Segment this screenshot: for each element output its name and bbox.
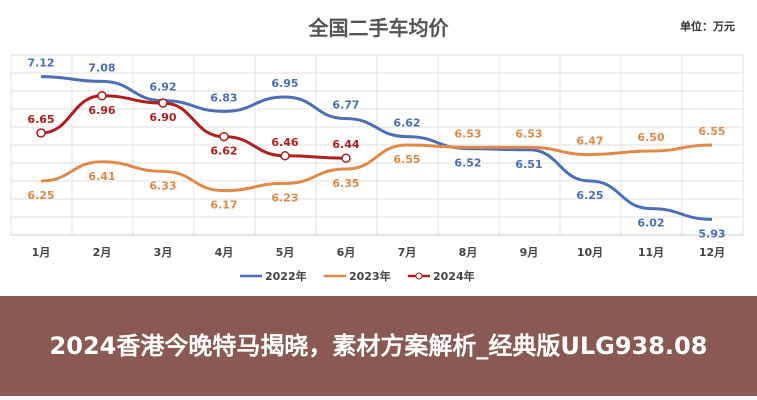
data-point-marker <box>341 153 351 163</box>
data-label: 6.33 <box>149 179 176 192</box>
data-label: 6.25 <box>27 189 54 202</box>
x-tick-label: 10月 <box>577 246 603 259</box>
data-label: 6.92 <box>149 81 176 94</box>
data-label: 6.23 <box>271 191 298 204</box>
x-tick-label: 4月 <box>215 246 234 259</box>
data-label: 6.25 <box>576 189 603 202</box>
x-tick-label: 3月 <box>154 246 173 259</box>
data-label: 6.47 <box>576 135 603 148</box>
data-label: 6.55 <box>698 125 725 138</box>
data-label: 6.62 <box>210 145 237 158</box>
x-tick-label: 8月 <box>459 246 478 259</box>
data-label: 6.17 <box>210 199 237 212</box>
data-label: 5.93 <box>698 227 725 240</box>
data-label: 6.02 <box>637 217 664 230</box>
data-label: 7.08 <box>88 61 115 74</box>
x-tick-label: 9月 <box>520 246 539 259</box>
series-line-2023年 <box>40 143 713 193</box>
unit-label: 单位：万元 <box>680 20 735 33</box>
data-label: 6.96 <box>88 104 115 117</box>
series-line-2022年 <box>40 75 713 221</box>
legend-label: 2022年 <box>265 269 307 283</box>
data-label: 6.53 <box>454 127 481 140</box>
data-label: 6.41 <box>88 170 115 183</box>
legend-marker <box>415 272 423 280</box>
data-label: 6.50 <box>637 131 664 144</box>
data-point-marker <box>97 91 107 101</box>
data-label: 6.77 <box>332 99 359 112</box>
data-point-marker <box>219 131 229 142</box>
data-label: 6.83 <box>210 91 237 104</box>
data-label: 6.90 <box>149 111 176 124</box>
data-label: 6.52 <box>454 157 481 170</box>
x-tick-label: 5月 <box>276 246 295 259</box>
overlay-banner: 2024香港今晚特马揭晓，素材方案解析_经典版ULG938.08 <box>0 296 757 396</box>
legend-label: 2023年 <box>349 269 391 283</box>
data-label: 6.95 <box>271 77 298 90</box>
banner-text: 2024香港今晚特马揭晓，素材方案解析_经典版ULG938.08 <box>49 332 708 360</box>
data-label: 6.44 <box>332 138 359 151</box>
x-tick-label: 2月 <box>93 246 112 259</box>
x-tick-label: 11月 <box>638 246 664 259</box>
x-tick-label: 6月 <box>337 246 356 259</box>
data-label: 6.62 <box>393 117 420 130</box>
data-label: 6.46 <box>271 136 298 149</box>
data-label: 6.35 <box>332 177 359 190</box>
data-point-marker <box>280 151 290 161</box>
data-label: 6.51 <box>515 158 542 171</box>
data-label: 6.53 <box>515 127 542 140</box>
x-tick-label: 1月 <box>32 246 51 259</box>
x-tick-label: 12月 <box>699 246 725 259</box>
data-label: 6.65 <box>27 113 54 126</box>
data-point-marker <box>158 98 168 108</box>
legend-label: 2024年 <box>433 269 475 283</box>
data-label: 7.12 <box>27 57 54 70</box>
chart-title: 全国二手车均价 <box>308 16 449 40</box>
data-label: 6.55 <box>393 153 420 166</box>
data-point-marker <box>36 128 46 138</box>
x-tick-label: 7月 <box>398 246 417 259</box>
